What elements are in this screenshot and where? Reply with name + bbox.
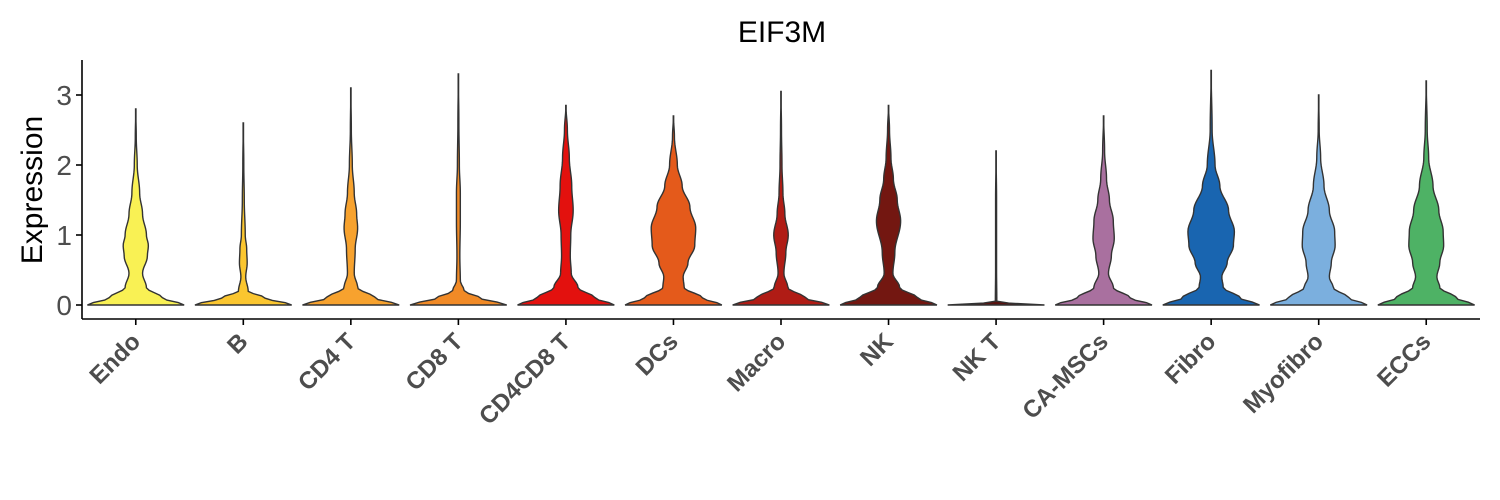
violin-endo: [87, 108, 185, 306]
x-tick-label: Endo: [84, 328, 146, 390]
violin-macro: [732, 90, 830, 306]
x-axis: Endo B CD4 T CD8 T CD4CD8 T DCs Macro NK NK T CA-…: [82, 318, 1480, 430]
violin-eccs: [1377, 80, 1475, 306]
x-tick-label: NK: [855, 328, 899, 372]
y-tick-label: 2: [56, 150, 72, 181]
x-tick-label: Macro: [722, 328, 791, 397]
x-tick-label: Fibro: [1160, 328, 1222, 390]
violin-cd4-t: [302, 87, 400, 306]
y-tick-label: 0: [56, 290, 72, 321]
x-tick-label: DCs: [631, 328, 684, 381]
violin-myofibro: [1270, 94, 1368, 306]
violin-cd4cd8-t: [517, 104, 615, 306]
y-tick-label: 3: [56, 80, 72, 111]
x-tick-label: CA-MSCs: [1017, 328, 1113, 424]
y-tick-label: 1: [56, 220, 72, 251]
violin-cd8-t: [409, 73, 507, 306]
y-axis-label: Expression: [16, 116, 49, 264]
y-axis: 0 1 2 3: [56, 60, 83, 321]
violin-fibro: [1162, 69, 1260, 306]
x-tick-label: CD4CD8 T: [474, 328, 576, 430]
x-tick-label: B: [222, 328, 253, 359]
violin-nk-t: [947, 150, 1045, 306]
x-tick-label: NK T: [948, 328, 1007, 387]
violin-nk: [839, 104, 938, 306]
violin-ca-mscs: [1054, 115, 1153, 306]
violin-b: [194, 122, 292, 306]
x-tick-label: Myofibro: [1238, 328, 1329, 419]
x-tick-label: ECCs: [1372, 328, 1436, 392]
chart-title: EIF3M: [738, 16, 826, 49]
violin-group: [87, 69, 1475, 306]
violin-dcs: [624, 115, 723, 306]
x-tick-label: CD4 T: [293, 328, 361, 396]
x-tick-label: CD8 T: [401, 328, 469, 396]
